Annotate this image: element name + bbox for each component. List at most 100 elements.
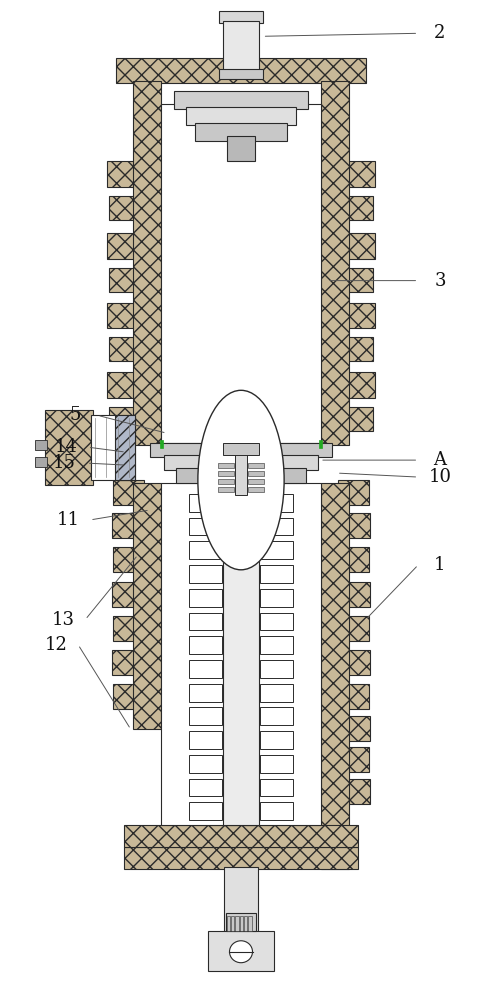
Bar xyxy=(189,684,222,702)
Bar xyxy=(189,755,222,773)
Bar xyxy=(338,582,370,607)
Bar xyxy=(248,463,264,468)
Bar xyxy=(109,337,150,361)
Bar xyxy=(218,463,234,468)
Bar xyxy=(133,483,161,729)
Bar xyxy=(260,636,293,654)
Bar xyxy=(189,494,222,512)
Bar xyxy=(227,136,255,161)
Bar xyxy=(91,415,135,480)
Bar xyxy=(260,589,293,607)
Bar xyxy=(189,541,222,559)
Bar xyxy=(332,303,375,328)
Bar xyxy=(189,636,222,654)
Bar xyxy=(113,684,144,709)
Bar xyxy=(338,513,370,538)
Bar xyxy=(260,565,293,583)
Bar xyxy=(189,802,222,820)
Bar xyxy=(113,480,144,505)
Bar xyxy=(107,233,150,259)
Bar xyxy=(338,684,369,709)
Bar xyxy=(321,483,349,869)
Bar xyxy=(260,707,293,725)
Bar xyxy=(227,916,230,931)
Bar xyxy=(240,916,243,931)
Text: 14: 14 xyxy=(54,438,78,456)
Bar xyxy=(332,407,373,431)
Bar xyxy=(189,518,222,535)
Bar xyxy=(112,650,144,675)
Bar xyxy=(260,802,293,820)
Bar xyxy=(260,494,293,512)
Bar xyxy=(260,518,293,535)
Bar xyxy=(332,268,373,292)
Bar xyxy=(109,407,150,431)
Bar xyxy=(161,483,321,825)
Bar xyxy=(123,847,359,869)
Bar xyxy=(109,196,150,220)
Bar xyxy=(150,443,332,457)
Bar xyxy=(161,104,321,443)
Bar xyxy=(321,81,349,445)
Text: 10: 10 xyxy=(428,468,451,486)
Bar xyxy=(189,565,222,583)
Bar xyxy=(196,123,286,141)
Bar xyxy=(113,616,144,641)
Text: 1: 1 xyxy=(434,556,446,574)
Bar xyxy=(338,747,369,772)
Bar xyxy=(235,453,247,495)
Bar xyxy=(218,479,234,484)
Bar xyxy=(189,589,222,607)
Bar xyxy=(338,616,369,641)
Bar xyxy=(332,337,373,361)
Bar xyxy=(332,372,375,398)
Bar xyxy=(260,779,293,796)
Bar xyxy=(218,487,234,492)
Bar xyxy=(109,268,150,292)
Bar xyxy=(112,513,144,538)
Bar xyxy=(44,410,94,485)
Text: 13: 13 xyxy=(52,611,75,629)
Bar xyxy=(338,650,370,675)
Bar xyxy=(260,541,293,559)
Text: 15: 15 xyxy=(52,454,75,472)
Bar xyxy=(176,468,306,483)
Bar xyxy=(332,233,375,259)
Bar xyxy=(112,582,144,607)
Bar xyxy=(219,11,263,23)
Bar xyxy=(260,613,293,630)
Bar xyxy=(338,480,369,505)
Bar xyxy=(248,471,264,476)
Bar xyxy=(160,440,163,448)
Bar xyxy=(319,440,322,448)
Text: 2: 2 xyxy=(434,24,445,42)
Bar xyxy=(189,731,222,749)
Bar xyxy=(248,916,252,931)
Bar xyxy=(332,161,375,187)
Bar xyxy=(116,58,366,83)
Bar xyxy=(338,779,370,804)
Bar xyxy=(223,443,259,455)
Bar xyxy=(223,483,259,825)
Text: 3: 3 xyxy=(434,272,446,290)
Bar xyxy=(189,613,222,630)
Bar xyxy=(248,479,264,484)
Bar xyxy=(189,660,222,678)
Bar xyxy=(35,457,47,467)
Bar xyxy=(223,21,259,71)
Text: 5: 5 xyxy=(70,406,81,424)
Bar xyxy=(107,161,150,187)
Circle shape xyxy=(198,390,284,570)
Bar xyxy=(260,660,293,678)
Text: A: A xyxy=(433,451,446,469)
Bar xyxy=(174,91,308,109)
Bar xyxy=(338,716,370,741)
Bar xyxy=(208,931,274,971)
Bar xyxy=(107,372,150,398)
Bar xyxy=(332,196,373,220)
Bar xyxy=(226,913,256,931)
Bar xyxy=(338,547,369,572)
Bar xyxy=(244,916,247,931)
Bar xyxy=(107,303,150,328)
Text: 11: 11 xyxy=(57,511,80,529)
